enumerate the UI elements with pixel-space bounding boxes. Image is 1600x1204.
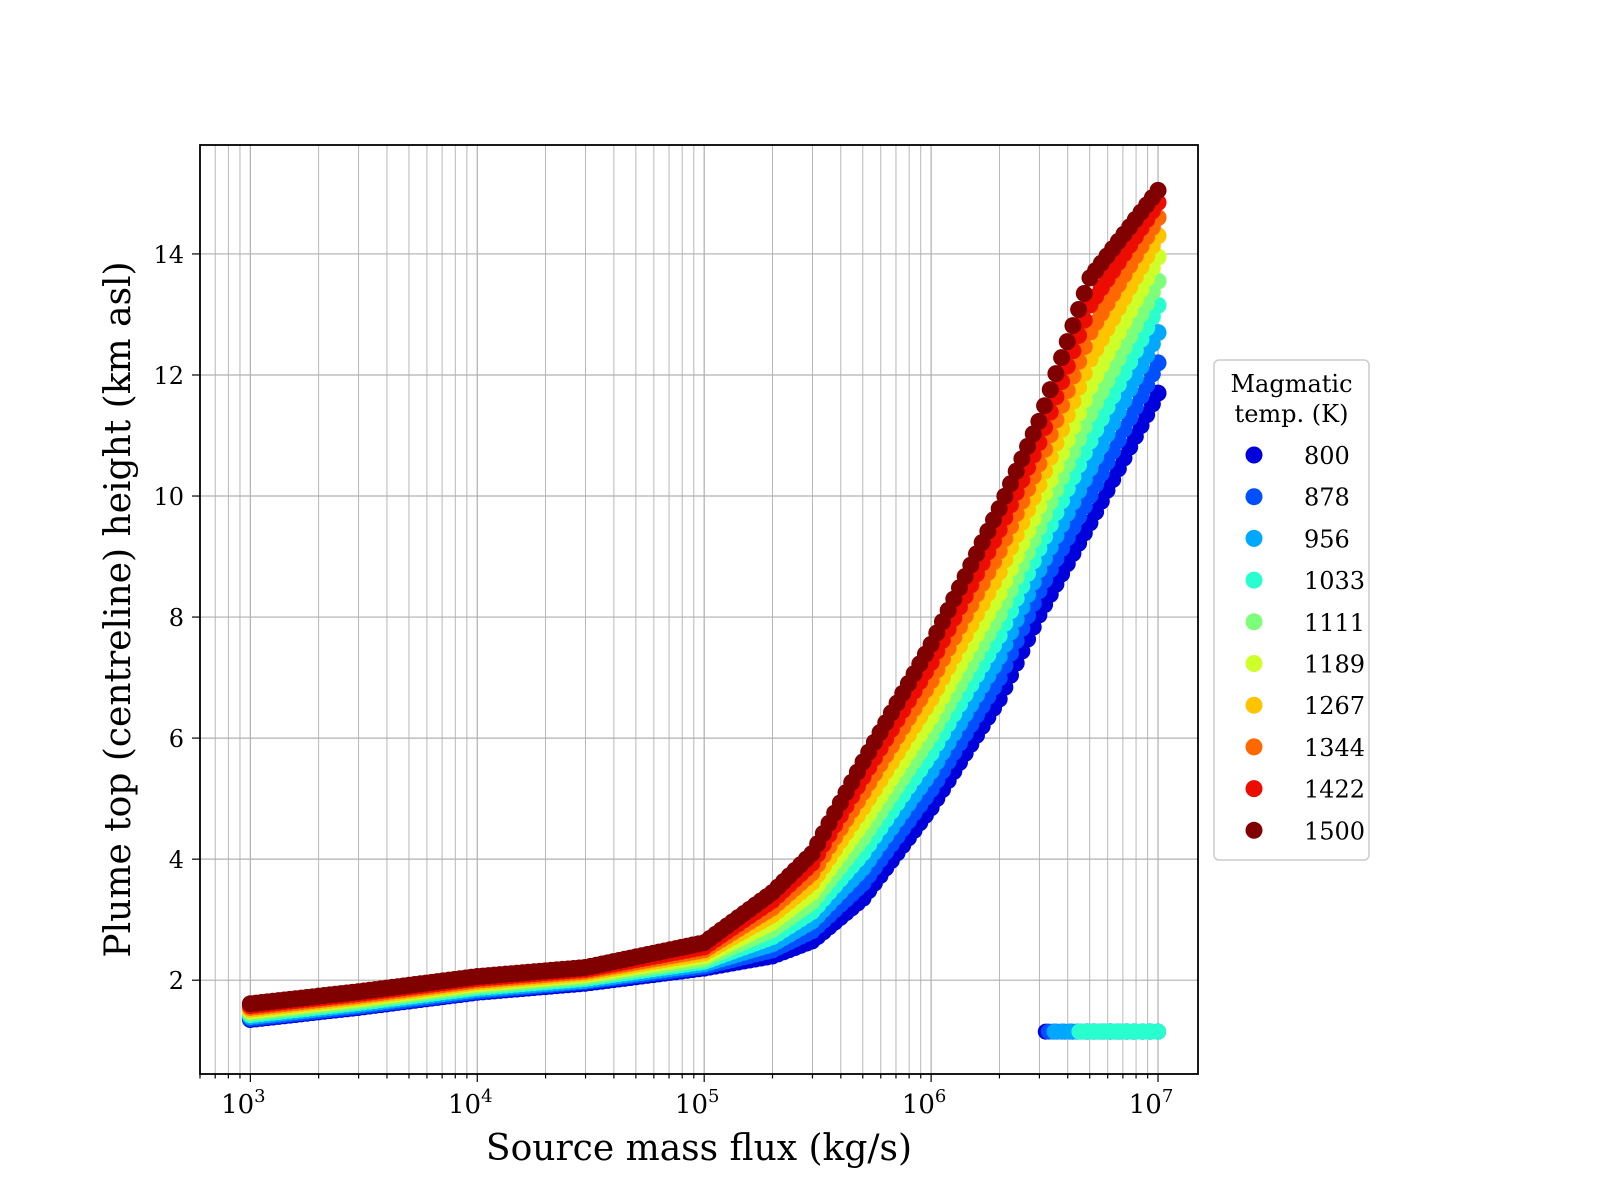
- x-tick-label-exponent: 3: [254, 1086, 265, 1107]
- x-tick-label: 105: [675, 1086, 720, 1120]
- legend-item-1422[interactable]: 1422: [1245, 776, 1366, 804]
- legend-title: Magmatic: [1230, 370, 1352, 398]
- y-axis-label: Plume top (centreline) height (km asl): [98, 261, 139, 957]
- legend-item-1344[interactable]: 1344: [1245, 734, 1366, 762]
- x-tick-label: 107: [1129, 1086, 1174, 1120]
- data-point: [1149, 181, 1167, 199]
- data-point: [1053, 349, 1071, 367]
- legend-label: 878: [1304, 484, 1350, 512]
- series-1500: [241, 181, 1167, 1013]
- y-tick-label: 2: [169, 967, 184, 995]
- legend-title: temp. (K): [1235, 400, 1349, 428]
- x-tick-label-exponent: 4: [481, 1086, 492, 1107]
- legend-label: 1422: [1304, 776, 1365, 804]
- y-tick-label: 10: [153, 483, 184, 511]
- legend-marker: [1245, 446, 1263, 464]
- legend-marker: [1245, 696, 1263, 714]
- legend-item-1189[interactable]: 1189: [1245, 651, 1366, 679]
- legend-item-956[interactable]: 956: [1245, 525, 1350, 553]
- legend-label: 1033: [1304, 567, 1365, 595]
- legend-label: 1500: [1304, 817, 1365, 845]
- legend-marker: [1245, 571, 1263, 589]
- legend-box: [1213, 359, 1370, 861]
- x-tick-label-exponent: 7: [1162, 1086, 1173, 1107]
- legend-marker: [1245, 738, 1263, 756]
- x-tick-label-base: 10: [902, 1090, 935, 1120]
- legend-marker: [1245, 655, 1263, 672]
- data-point: [1064, 317, 1082, 335]
- x-tick-label-exponent: 5: [708, 1086, 719, 1107]
- x-tick-label-base: 10: [448, 1090, 481, 1120]
- y-tick-label: 8: [169, 604, 184, 632]
- x-tick-label: 103: [221, 1086, 266, 1120]
- legend-item-1500[interactable]: 1500: [1245, 817, 1366, 845]
- legend-label: 1189: [1304, 651, 1365, 679]
- y-tick-label: 4: [169, 846, 184, 874]
- legend-marker: [1245, 821, 1263, 839]
- legend-label: 1111: [1304, 609, 1365, 637]
- legend-label: 1344: [1304, 734, 1365, 762]
- y-tick-label: 14: [153, 241, 184, 269]
- data-point: [1036, 397, 1054, 415]
- legend-marker: [1245, 780, 1263, 798]
- legend-label: 956: [1304, 525, 1350, 553]
- legend-item-1267[interactable]: 1267: [1245, 692, 1366, 720]
- x-tick-label: 104: [448, 1086, 493, 1120]
- legend-marker: [1245, 613, 1263, 631]
- legend-marker: [1245, 529, 1263, 547]
- legend-item-1111[interactable]: 1111: [1245, 609, 1366, 637]
- x-tick-label-base: 10: [1129, 1090, 1162, 1120]
- legend-marker: [1245, 488, 1263, 506]
- y-tick-label: 12: [153, 362, 184, 390]
- grid-lines: [199, 145, 1198, 1074]
- x-tick-label-base: 10: [675, 1090, 708, 1120]
- data-point: [1047, 365, 1065, 383]
- legend-item-1033[interactable]: 1033: [1245, 567, 1366, 595]
- x-tick-label: 106: [902, 1086, 947, 1120]
- y-tick-label: 6: [169, 725, 184, 753]
- x-tick-label-exponent: 6: [935, 1086, 946, 1107]
- data-point: [1150, 1023, 1167, 1040]
- axes-frame: [199, 144, 1199, 1075]
- x-axis-label: Source mass flux (kg/s): [486, 1128, 912, 1169]
- data-point: [1041, 381, 1059, 399]
- legend-label: 800: [1304, 442, 1350, 470]
- data-point: [1075, 285, 1093, 303]
- x-tick-label-base: 10: [221, 1090, 254, 1120]
- data-point: [1030, 412, 1048, 430]
- plot-area: [241, 181, 1167, 1040]
- legend-item-800[interactable]: 800: [1245, 442, 1350, 470]
- legend-label: 1267: [1304, 692, 1365, 720]
- data-point: [1070, 301, 1088, 319]
- data-point: [1058, 333, 1076, 351]
- legend-item-878[interactable]: 878: [1245, 484, 1350, 512]
